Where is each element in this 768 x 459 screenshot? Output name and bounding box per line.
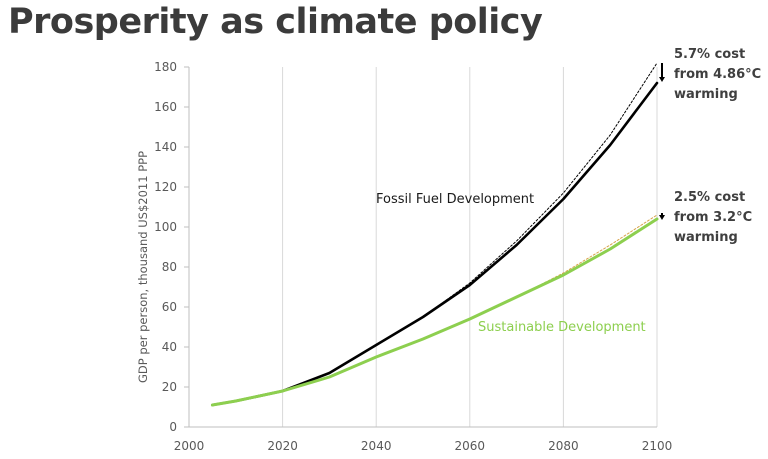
sustainable-line (210, 217, 659, 407)
series-layer (210, 62, 659, 407)
x-tick-label: 2000 (174, 439, 205, 453)
cost-annotation-line: from 3.2°C (674, 210, 752, 225)
sustainable-series-label: Sustainable Development (478, 320, 646, 335)
y-tick-label: 100 (154, 220, 177, 234)
fossil-fuel-line (211, 81, 659, 407)
cost-annotation-line: 5.7% cost (674, 47, 745, 62)
x-tick-label: 2080 (548, 439, 579, 453)
y-tick-label: 40 (162, 340, 177, 354)
y-axis-label: GDP per person, thousand US$2011 PPP (136, 151, 150, 383)
x-tick-label: 2020 (267, 439, 298, 453)
y-tick-label: 20 (162, 380, 177, 394)
x-tick-label: 2060 (455, 439, 486, 453)
fossil-series-label: Fossil Fuel Development (376, 192, 534, 207)
y-tick-label: 0 (169, 420, 177, 434)
y-tick-label: 140 (154, 140, 177, 154)
cost-arrow-head (659, 77, 665, 82)
y-tick-label: 120 (154, 180, 177, 194)
cost-annotation-line: warming (674, 230, 738, 245)
cost-annotation-line: from 4.86°C (674, 67, 761, 82)
x-tick-label: 2040 (361, 439, 392, 453)
grid-layer (282, 67, 658, 427)
y-tick-label: 180 (154, 60, 177, 74)
cost-annotation-line: 2.5% cost (674, 190, 745, 205)
label-layer: 2000 2020 2040 2060 2080 21000204060801001201… (154, 47, 761, 453)
cost-arrow-head (659, 215, 665, 220)
y-tick-label: 160 (154, 100, 177, 114)
axis-layer (184, 66, 657, 428)
y-tick-label: 60 (162, 300, 177, 314)
y-tick-label: 80 (162, 260, 177, 274)
page-title: Prosperity as climate policy (8, 2, 543, 42)
cost-annotation-line: warming (674, 87, 738, 102)
x-tick-label: 2100 (642, 439, 673, 453)
